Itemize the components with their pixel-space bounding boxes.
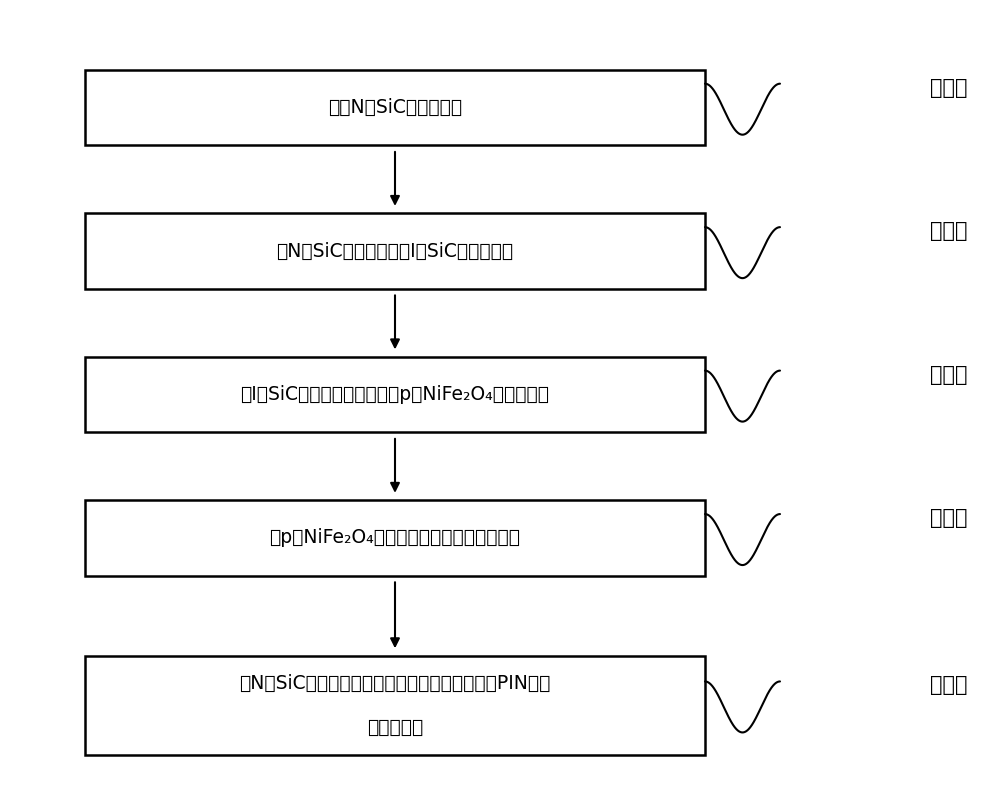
Bar (85, 357, 705, 432)
Text: 在p型NiFe₂O₄异质外延层上表面制作顶电极: 在p型NiFe₂O₄异质外延层上表面制作顶电极 (270, 528, 520, 548)
Text: 选取N型SiC衬底并清洗: 选取N型SiC衬底并清洗 (328, 98, 462, 117)
Text: 步骤二: 步骤二 (930, 221, 968, 241)
Text: 在N型SiC衬底表面生长I型SiC同质外延层: 在N型SiC衬底表面生长I型SiC同质外延层 (276, 241, 514, 261)
Text: 步骤五: 步骤五 (930, 675, 968, 696)
Text: 在I型SiC同质外延层表面生长p型NiFe₂O₄异质外延层: 在I型SiC同质外延层表面生长p型NiFe₂O₄异质外延层 (240, 385, 550, 404)
Bar (85, 70, 705, 145)
Bar (85, 501, 705, 575)
Text: 步骤一: 步骤一 (930, 77, 968, 98)
Text: 步骤四: 步骤四 (930, 508, 968, 528)
Text: 光电二极管: 光电二极管 (367, 718, 423, 737)
Bar (85, 214, 705, 289)
Text: 在N型SiC衬底下表面制作底电极，最终形成所述PIN紫外: 在N型SiC衬底下表面制作底电极，最终形成所述PIN紫外 (239, 673, 551, 693)
Bar (85, 655, 705, 756)
Text: 步骤三: 步骤三 (930, 364, 968, 385)
